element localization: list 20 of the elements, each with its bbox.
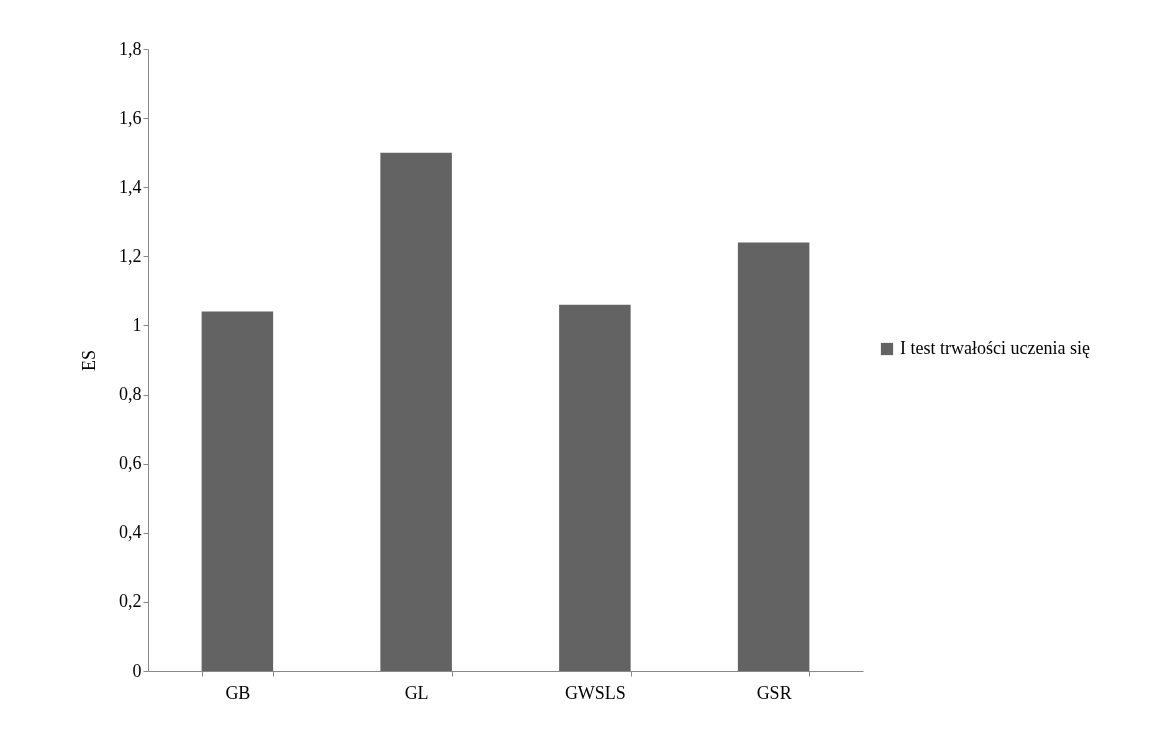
y-tick-label: 0,2 (119, 591, 142, 612)
bar (201, 311, 274, 671)
y-tick-label: 1,2 (119, 245, 142, 266)
legend-label: I test trwałości uczenia się (900, 338, 1090, 358)
bar (737, 242, 810, 671)
bar (559, 304, 631, 671)
x-tick-label: GB (225, 682, 251, 703)
y-tick-label: 1,6 (119, 107, 142, 128)
y-tick-label: 0,8 (119, 384, 142, 405)
y-tick-label: 0,4 (119, 522, 142, 543)
x-tick-label: GWSLS (564, 682, 626, 703)
y-tick-label: 1,8 (119, 38, 142, 59)
bar (380, 152, 452, 671)
y-tick-label: 1,4 (119, 176, 142, 197)
y-tick-label: 1 (132, 314, 142, 335)
y-tick-label: 0,6 (119, 453, 142, 474)
y-tick-label: 0 (132, 660, 142, 681)
y-axis-title: ES (79, 349, 99, 372)
x-tick-label: GL (404, 682, 429, 703)
x-tick-label: GSR (756, 682, 792, 703)
